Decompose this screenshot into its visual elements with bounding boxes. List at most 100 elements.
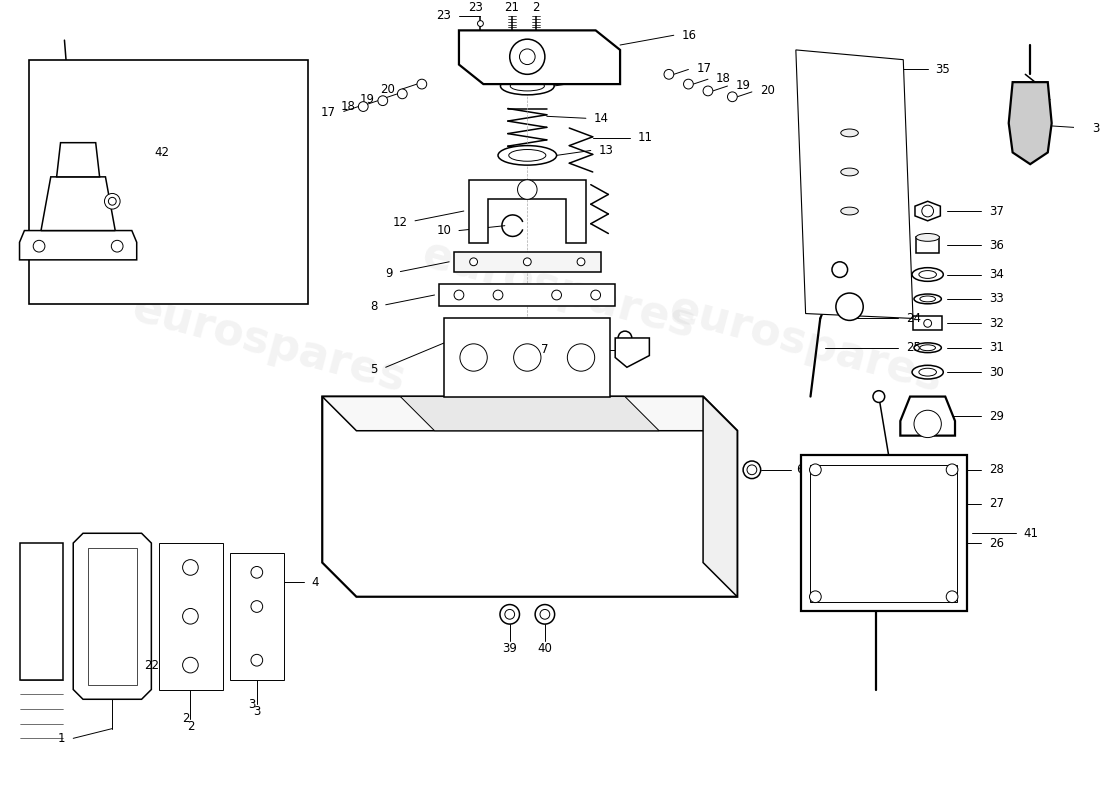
Circle shape bbox=[744, 461, 761, 478]
Text: 35: 35 bbox=[935, 63, 950, 76]
Circle shape bbox=[519, 49, 535, 65]
Polygon shape bbox=[1009, 82, 1052, 164]
Text: 29: 29 bbox=[989, 410, 1004, 422]
Text: 17: 17 bbox=[321, 106, 336, 119]
Text: 32: 32 bbox=[989, 317, 1004, 330]
Bar bbox=[88, 548, 136, 685]
Text: 2: 2 bbox=[532, 2, 540, 14]
Text: 27: 27 bbox=[989, 498, 1004, 510]
Ellipse shape bbox=[912, 268, 944, 282]
Ellipse shape bbox=[914, 518, 942, 528]
Circle shape bbox=[509, 39, 544, 74]
Circle shape bbox=[832, 262, 848, 278]
Text: 24: 24 bbox=[906, 312, 921, 325]
Text: eurospares: eurospares bbox=[128, 286, 410, 401]
Circle shape bbox=[517, 180, 537, 199]
Text: 42: 42 bbox=[154, 146, 169, 159]
Bar bbox=[444, 318, 610, 397]
Circle shape bbox=[747, 465, 757, 474]
Text: 21: 21 bbox=[504, 2, 519, 14]
Text: 38: 38 bbox=[1091, 122, 1100, 134]
Text: 5: 5 bbox=[371, 362, 378, 376]
Text: 18: 18 bbox=[716, 72, 730, 85]
Text: 11: 11 bbox=[638, 131, 652, 144]
Circle shape bbox=[100, 605, 124, 628]
Circle shape bbox=[946, 464, 958, 476]
Circle shape bbox=[417, 79, 427, 89]
Circle shape bbox=[477, 21, 483, 26]
Ellipse shape bbox=[840, 168, 858, 176]
Text: 28: 28 bbox=[989, 463, 1004, 476]
Polygon shape bbox=[795, 50, 913, 318]
Text: 3: 3 bbox=[249, 698, 255, 710]
Text: 22: 22 bbox=[178, 630, 194, 642]
Polygon shape bbox=[900, 397, 955, 436]
Circle shape bbox=[683, 79, 693, 89]
Ellipse shape bbox=[914, 465, 942, 474]
Text: eurospares: eurospares bbox=[664, 286, 947, 401]
Text: 10: 10 bbox=[437, 224, 451, 237]
Ellipse shape bbox=[920, 467, 935, 473]
Circle shape bbox=[924, 319, 932, 327]
Bar bbox=[801, 455, 967, 611]
Polygon shape bbox=[915, 202, 940, 221]
Text: 9: 9 bbox=[385, 267, 393, 280]
Circle shape bbox=[703, 86, 713, 96]
Ellipse shape bbox=[500, 78, 554, 95]
Polygon shape bbox=[459, 30, 620, 84]
Text: 2: 2 bbox=[182, 712, 189, 726]
Circle shape bbox=[460, 344, 487, 371]
Text: 23: 23 bbox=[469, 2, 483, 14]
Text: 30: 30 bbox=[989, 366, 1004, 378]
Text: 25: 25 bbox=[906, 342, 921, 354]
Text: 37: 37 bbox=[989, 205, 1004, 218]
Circle shape bbox=[183, 658, 198, 673]
Bar bbox=[916, 537, 939, 549]
Polygon shape bbox=[703, 397, 737, 597]
Circle shape bbox=[378, 96, 387, 106]
Circle shape bbox=[922, 205, 934, 217]
Ellipse shape bbox=[920, 345, 935, 350]
Text: 17: 17 bbox=[696, 62, 712, 75]
Bar bbox=[439, 284, 615, 306]
Text: 7: 7 bbox=[541, 343, 549, 356]
Text: 12: 12 bbox=[393, 216, 407, 230]
Polygon shape bbox=[56, 142, 100, 177]
Circle shape bbox=[359, 102, 369, 111]
Text: 19: 19 bbox=[735, 78, 750, 91]
Text: 20: 20 bbox=[760, 85, 774, 98]
Circle shape bbox=[183, 609, 198, 624]
Polygon shape bbox=[74, 534, 152, 699]
Circle shape bbox=[914, 410, 942, 438]
Text: eurospares: eurospares bbox=[417, 232, 700, 346]
Text: 3: 3 bbox=[253, 706, 261, 718]
Text: 1: 1 bbox=[58, 732, 65, 745]
Polygon shape bbox=[41, 177, 116, 230]
Circle shape bbox=[810, 591, 822, 602]
Circle shape bbox=[514, 344, 541, 371]
Circle shape bbox=[33, 240, 45, 252]
Circle shape bbox=[946, 591, 958, 602]
Circle shape bbox=[397, 89, 407, 98]
Text: 13: 13 bbox=[598, 144, 614, 157]
Circle shape bbox=[251, 601, 263, 612]
Circle shape bbox=[500, 605, 519, 624]
Text: 8: 8 bbox=[371, 300, 378, 314]
Circle shape bbox=[540, 610, 550, 619]
Circle shape bbox=[454, 290, 464, 300]
Ellipse shape bbox=[912, 366, 944, 379]
Bar bbox=[160, 543, 222, 690]
Ellipse shape bbox=[914, 343, 942, 353]
Bar bbox=[914, 485, 942, 523]
Ellipse shape bbox=[510, 81, 544, 91]
Ellipse shape bbox=[920, 296, 935, 302]
Circle shape bbox=[100, 654, 124, 677]
Circle shape bbox=[591, 290, 601, 300]
Polygon shape bbox=[20, 543, 64, 680]
Text: 26: 26 bbox=[989, 537, 1004, 550]
Polygon shape bbox=[469, 180, 586, 243]
Text: 18: 18 bbox=[341, 100, 355, 113]
Circle shape bbox=[100, 556, 124, 579]
Text: 4: 4 bbox=[311, 575, 319, 589]
Text: 19: 19 bbox=[360, 94, 375, 106]
